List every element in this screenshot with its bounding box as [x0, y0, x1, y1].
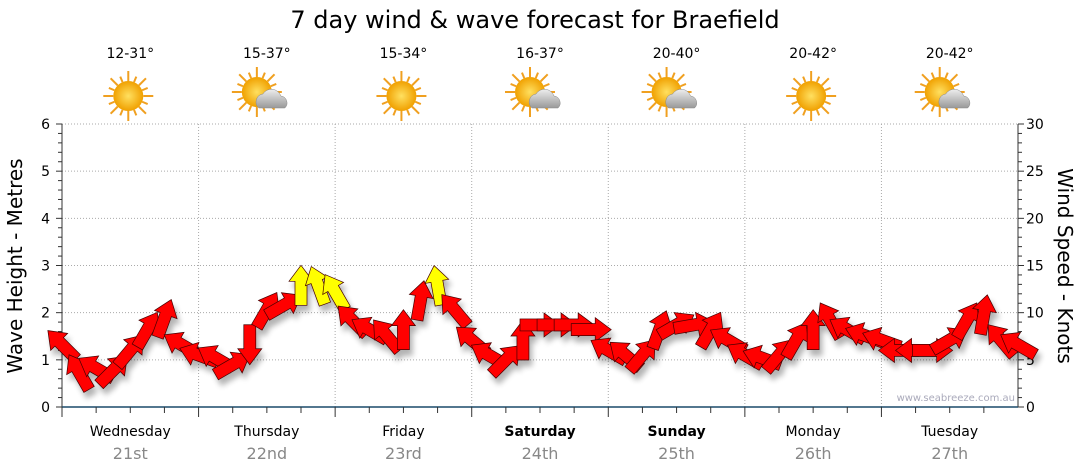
wind-arrow [47, 330, 81, 364]
day-date: 26th [795, 444, 832, 463]
sun-icon [786, 71, 837, 121]
day-name: Sunday [647, 424, 705, 440]
day-name: Tuesday [920, 424, 978, 440]
y-tick-label: 4 [41, 211, 50, 227]
temp-range: 20-40° [653, 46, 701, 62]
y-tick-label: 2 [41, 306, 50, 322]
y2-tick-label: 20 [1026, 211, 1044, 227]
wind-arrow [304, 265, 331, 307]
partly-cloudy-icon [231, 67, 288, 117]
wind-arrow [66, 354, 95, 393]
sun-icon [103, 71, 154, 121]
y-tick-label: 1 [41, 353, 50, 369]
day-name: Saturday [504, 424, 575, 440]
wind-arrow [237, 324, 263, 366]
y2-tick-label: 30 [1026, 117, 1044, 133]
wind-arrow [1000, 331, 1039, 361]
day-date: 21st [113, 444, 148, 463]
y2-axis-label: Wind Speed - Knots [1053, 168, 1077, 364]
day-name: Monday [786, 424, 841, 440]
partly-cloudy-icon [641, 67, 697, 117]
wind-arrow [624, 339, 656, 375]
partly-cloudy-icon [505, 67, 561, 117]
day-date: 23rd [385, 444, 422, 463]
partly-cloudy-icon [914, 67, 971, 117]
y2-tick-label: 10 [1026, 306, 1044, 322]
y-tick-label: 5 [41, 164, 50, 180]
wind-arrow [570, 316, 612, 343]
y-tick-label: 3 [41, 259, 50, 275]
chart-title: 7 day wind & wave forecast for Braefield [290, 6, 779, 34]
day-date: 27th [931, 444, 968, 463]
temp-range: 15-37° [243, 46, 291, 62]
wind-arrow [441, 294, 473, 330]
wind-arrow [695, 311, 724, 351]
y-tick-label: 0 [41, 400, 50, 416]
wind-arrow [322, 274, 351, 313]
wind-arrow [408, 280, 434, 322]
wind-arrow [288, 264, 314, 306]
y2-tick-label: 15 [1026, 259, 1044, 275]
y2-tick-label: 0 [1026, 400, 1035, 416]
day-name: Thursday [233, 424, 299, 440]
y-tick-label: 6 [41, 117, 50, 133]
wind-arrow [211, 351, 251, 381]
temp-range: 15-34° [380, 46, 428, 62]
y2-tick-label: 25 [1026, 164, 1044, 180]
y2-tick-label: 5 [1026, 353, 1035, 369]
day-date: 22nd [247, 444, 288, 463]
sun-icon [376, 71, 427, 121]
day-date: 25th [658, 444, 695, 463]
temp-range: 20-42° [926, 46, 974, 62]
day-name: Wednesday [90, 424, 171, 440]
wind-arrow [971, 294, 997, 336]
wind-arrow [390, 309, 417, 350]
temp-range: 12-31° [106, 46, 154, 62]
watermark: www.seabreeze.com.au [897, 393, 1015, 404]
day-date: 24th [522, 444, 559, 463]
temp-range: 20-42° [789, 46, 837, 62]
y-axis-label: Wave Height - Metres [3, 158, 27, 373]
day-name: Friday [382, 424, 424, 440]
temp-range: 16-37° [516, 46, 564, 62]
